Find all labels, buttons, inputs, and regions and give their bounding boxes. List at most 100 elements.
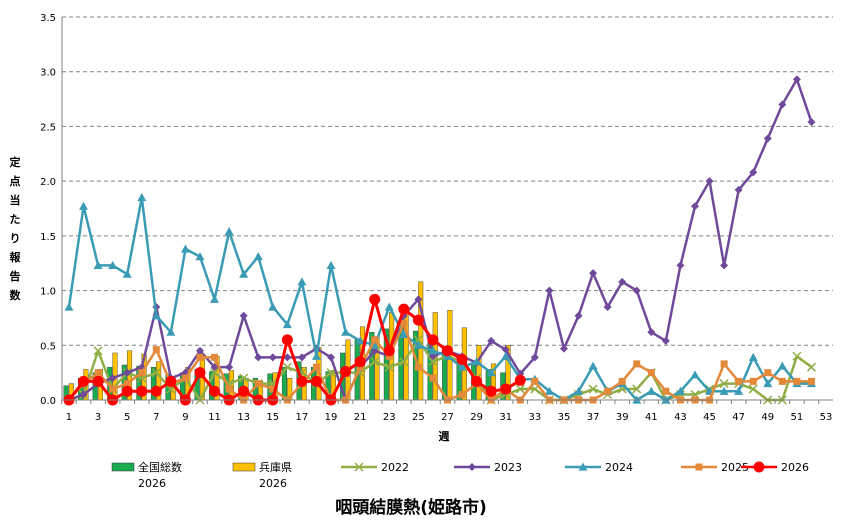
y-tick-label: 2.5 — [40, 122, 56, 133]
marker-s2026 — [121, 385, 133, 397]
marker-s2023 — [501, 345, 510, 354]
marker-s2026 — [296, 375, 308, 387]
marker-stroke — [719, 379, 729, 389]
x-tick-label: 39 — [616, 412, 629, 423]
y-axis-label-char: 報 — [10, 250, 22, 264]
marker-s2024 — [384, 302, 394, 311]
marker-s2022 — [93, 346, 103, 356]
marker-s2023 — [676, 261, 685, 270]
marker-s2023 — [807, 118, 816, 127]
x-tick-label: 53 — [820, 412, 833, 423]
legend-label-hyogo_2026: 兵庫県 — [259, 460, 292, 474]
marker-s2024 — [224, 226, 234, 236]
marker-s2025 — [429, 374, 437, 382]
x-tick-label: 3 — [95, 412, 101, 423]
legend-label-s2022: 2022 — [381, 461, 409, 474]
x-tick-label: 21 — [354, 412, 367, 423]
marker-s2024 — [341, 327, 351, 336]
marker-stroke — [588, 384, 598, 394]
marker-s2024 — [326, 260, 336, 270]
legend-label-s2024: 2024 — [605, 461, 633, 474]
marker-s2024 — [734, 386, 744, 395]
marker-s2022 — [239, 373, 249, 383]
marker-stroke — [326, 368, 336, 378]
marker-s2026 — [412, 314, 424, 326]
marker-s2024 — [588, 361, 598, 370]
x-tick-label: 29 — [470, 412, 483, 423]
x-tick-label: 49 — [761, 412, 774, 423]
marker-s2025 — [211, 353, 219, 361]
y-axis-label-char: 数 — [10, 288, 22, 302]
marker-stroke — [806, 362, 816, 372]
legend-label-hyogo_2026: 2026 — [259, 477, 287, 490]
marker-s2022 — [748, 384, 758, 394]
marker-s2024 — [355, 336, 365, 345]
y-axis-label-char: 告 — [10, 269, 21, 283]
marker-s2023 — [327, 353, 336, 362]
x-tick-label: 17 — [296, 412, 309, 423]
marker-s2025 — [662, 387, 670, 395]
x-tick-label: 45 — [703, 412, 716, 423]
marker-stroke — [282, 362, 292, 372]
y-tick-label: 1.0 — [40, 287, 56, 298]
x-tick-label: 7 — [153, 412, 159, 423]
x-tick-label: 23 — [383, 412, 396, 423]
marker-stroke — [93, 346, 103, 356]
series-2026 — [63, 293, 526, 406]
marker-stroke — [370, 357, 380, 367]
marker-s2025 — [269, 385, 277, 393]
marker-s2022 — [151, 368, 161, 378]
marker-s2025 — [123, 380, 131, 388]
legend-swatch-hyogo_2026 — [232, 462, 256, 472]
y-tick-label: 2.0 — [40, 177, 56, 188]
marker-stroke — [428, 357, 438, 367]
marker-s2023 — [690, 202, 699, 211]
marker-s2023 — [79, 390, 88, 399]
marker-stroke — [239, 373, 249, 383]
marker-legend-s2025 — [695, 463, 703, 471]
marker-s2025 — [312, 363, 320, 371]
marker-s2023 — [297, 353, 306, 362]
marker-s2022 — [792, 351, 802, 361]
marker-s2024 — [297, 277, 307, 286]
marker-s2024 — [195, 252, 205, 261]
marker-s2024 — [79, 201, 89, 210]
marker-s2024 — [210, 294, 220, 303]
marker-s2025 — [225, 385, 233, 393]
marker-s2023 — [778, 100, 787, 109]
marker-s2025 — [254, 380, 262, 388]
marker-s2025 — [793, 377, 801, 385]
x-tick-label: 19 — [325, 412, 338, 423]
marker-s2025 — [720, 360, 728, 368]
marker-s2022 — [632, 384, 642, 394]
marker-s2026 — [92, 375, 104, 387]
marker-legend-s2023 — [468, 463, 476, 471]
marker-s2023 — [283, 353, 292, 362]
x-tick-label: 5 — [124, 412, 130, 423]
marker-s2024 — [574, 386, 584, 395]
marker-s2026 — [209, 385, 221, 397]
marker-s2025 — [633, 360, 641, 368]
marker-s2026 — [500, 383, 512, 395]
axes — [61, 17, 833, 404]
marker-s2023 — [123, 368, 132, 377]
marker-s2023 — [720, 261, 729, 270]
marker-s2022 — [515, 384, 525, 394]
marker-s2024 — [180, 244, 190, 253]
marker-s2026 — [354, 356, 366, 368]
marker-s2026 — [485, 385, 497, 397]
marker-s2023 — [487, 336, 496, 345]
y-tick-label: 1.5 — [40, 232, 56, 243]
marker-s2023 — [239, 311, 248, 320]
y-tick-label: 3.5 — [40, 13, 56, 24]
marker-s2026 — [514, 374, 526, 386]
marker-s2024 — [457, 362, 467, 371]
marker-s2022 — [326, 368, 336, 378]
marker-s2025 — [807, 377, 815, 385]
y-axis-label-char: 定 — [10, 155, 21, 169]
marker-s2026 — [165, 375, 177, 387]
chart-title: 咽頭結膜熱(姫路市) — [335, 497, 487, 518]
x-tick-labels: 1 3 5 7 9 11 13 15 17 19 21 23 25 27 29 31 33 35 37 39 41 43 4… — [66, 412, 833, 423]
marker-s2024 — [166, 327, 176, 336]
